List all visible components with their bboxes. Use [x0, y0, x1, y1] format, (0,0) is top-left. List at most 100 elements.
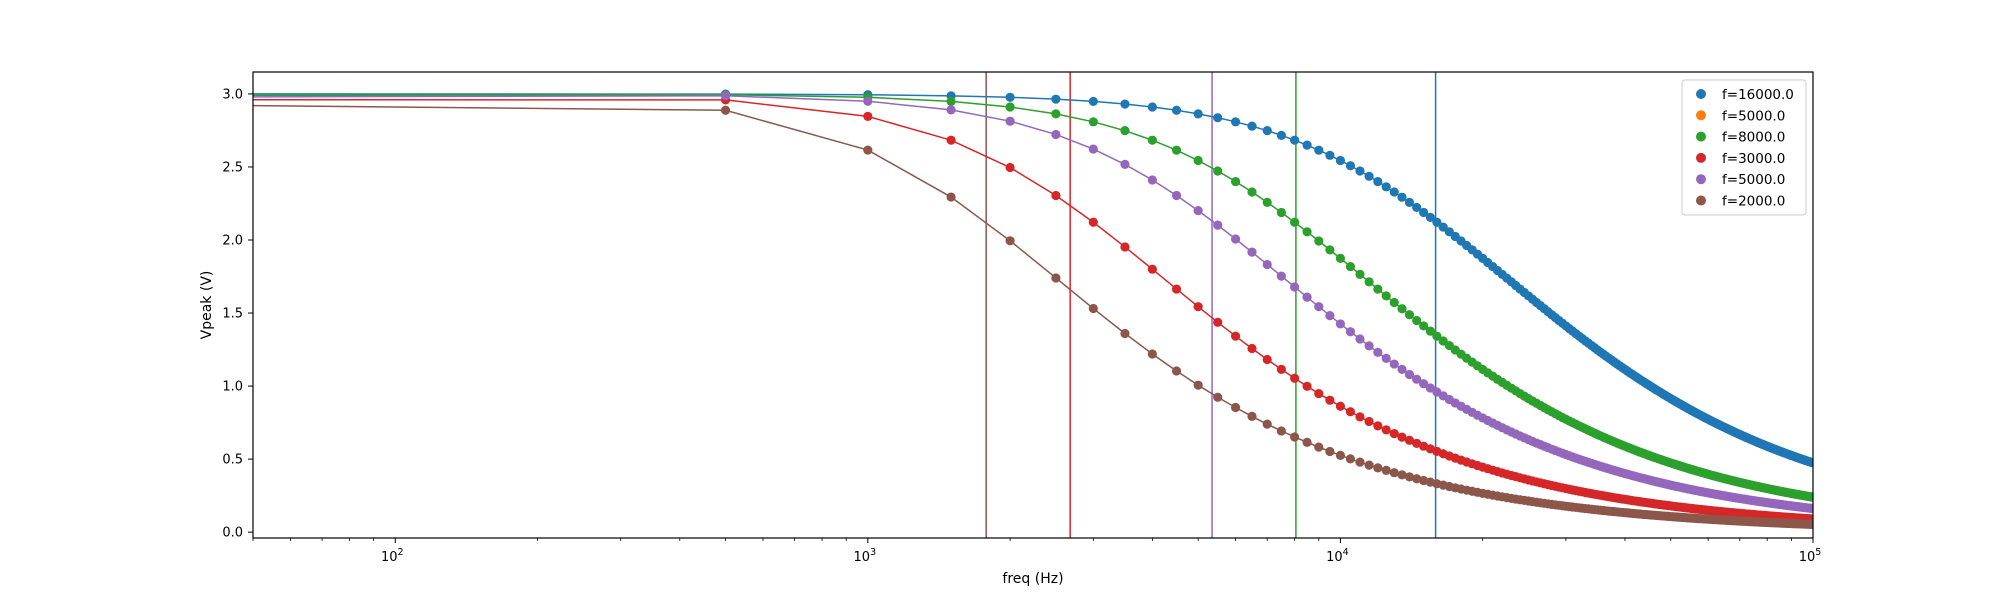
data-point [1290, 217, 1300, 227]
x-tick-base: 10 [1799, 550, 1816, 565]
data-point [1088, 96, 1098, 107]
y-tick-label: 0.0 [222, 526, 243, 541]
data-point [1808, 519, 1813, 529]
data-point [1381, 353, 1391, 363]
series-group [253, 91, 1813, 514]
data-point [1404, 472, 1415, 482]
data-point [1302, 140, 1312, 150]
y-tick-label: 2.5 [222, 160, 243, 175]
data-point [1290, 282, 1300, 292]
data-point [1290, 373, 1300, 383]
data-point [1213, 166, 1223, 176]
data-point [1389, 468, 1399, 478]
data-point [1276, 364, 1286, 374]
data-point [1397, 432, 1407, 442]
x-tick-label: 105 [1799, 547, 1822, 565]
data-point [1425, 326, 1435, 336]
data-point [1404, 197, 1415, 207]
legend: f=16000.0 f=5000.0 f=8000.0 f=3000.0 f=5000.… [1681, 79, 1807, 216]
data-point [1345, 261, 1356, 272]
y-tick-label: 1.5 [222, 307, 243, 322]
data-point [1381, 465, 1391, 475]
data-point [1355, 412, 1365, 422]
data-point [1005, 102, 1015, 112]
data-point [1247, 187, 1257, 197]
data-point [1088, 303, 1098, 314]
data-point [1276, 207, 1286, 218]
data-point [1005, 236, 1015, 246]
data-point [1364, 171, 1374, 181]
data-point [1302, 227, 1312, 237]
data-point [1373, 421, 1383, 431]
data-point [1404, 369, 1415, 380]
data-point [1364, 460, 1374, 470]
data-point [1005, 116, 1015, 126]
data-point [1355, 334, 1365, 344]
data-point [1373, 347, 1383, 357]
data-point [946, 192, 956, 202]
data-point [1262, 419, 1272, 429]
data-point [1171, 284, 1182, 294]
data-point [1262, 197, 1272, 207]
data-point [1314, 442, 1324, 452]
data-point [1247, 411, 1257, 422]
data-point [1262, 259, 1272, 270]
legend-marker [1696, 195, 1706, 206]
data-point [1230, 402, 1241, 413]
x-tick-base: 10 [1326, 550, 1343, 565]
data-point [1230, 176, 1241, 187]
data-point [720, 91, 731, 101]
data-point [1171, 105, 1182, 115]
data-point [1373, 463, 1383, 473]
series-group [253, 89, 1813, 468]
data-point [1335, 319, 1346, 329]
data-point [1373, 284, 1383, 294]
legend-marker [1696, 89, 1706, 99]
y-tick-label: 3.0 [222, 87, 243, 102]
data-point [1088, 217, 1098, 227]
data-point [1412, 438, 1422, 448]
data-point [1171, 190, 1182, 201]
plot-area [253, 72, 1813, 538]
data-point [1230, 117, 1241, 127]
data-point [1325, 150, 1335, 160]
data-point [1171, 145, 1182, 155]
legend-label: f=8000.0 [1722, 130, 1785, 146]
data-point [1808, 492, 1813, 502]
data-point [1276, 426, 1286, 436]
data-point [1147, 135, 1157, 145]
data-point [1213, 220, 1223, 230]
legend-marker [1696, 152, 1706, 163]
data-point [1290, 432, 1300, 442]
data-point [1247, 247, 1257, 257]
data-point [863, 111, 873, 121]
y-tick-label: 0.5 [222, 453, 243, 468]
data-point [1193, 302, 1203, 312]
data-point [1051, 129, 1061, 140]
legend-label: f=2000.0 [1722, 194, 1785, 210]
y-axis-ticks: 0.0 0.5 1.0 1.5 2.0 2.5 3.0 [222, 87, 253, 541]
data-point [863, 145, 873, 155]
legend-frame [1681, 79, 1807, 216]
x-axis-label: freq (Hz) [1002, 571, 1063, 587]
data-point [1088, 144, 1098, 154]
data-point [1147, 264, 1157, 274]
data-point [1171, 366, 1182, 376]
data-point [1412, 474, 1422, 484]
x-tick-exponent: 3 [870, 547, 876, 558]
data-point [1247, 343, 1257, 354]
data-point [1355, 269, 1365, 279]
data-point [1381, 291, 1391, 301]
data-point [1335, 253, 1346, 263]
data-point [1276, 130, 1286, 140]
legend-label: f=16000.0 [1722, 87, 1794, 103]
x-tick-exponent: 2 [398, 547, 404, 558]
data-point [1193, 380, 1203, 390]
y-axis-label: Vpeak (V) [199, 271, 215, 340]
data-point [1364, 341, 1374, 351]
data-point [1051, 190, 1061, 201]
x-axis-ticks: 102 103 104 105 [252, 538, 1822, 565]
axes-frame [252, 71, 1814, 539]
legend-label: f=5000.0 [1722, 172, 1785, 188]
data-point [946, 105, 956, 115]
